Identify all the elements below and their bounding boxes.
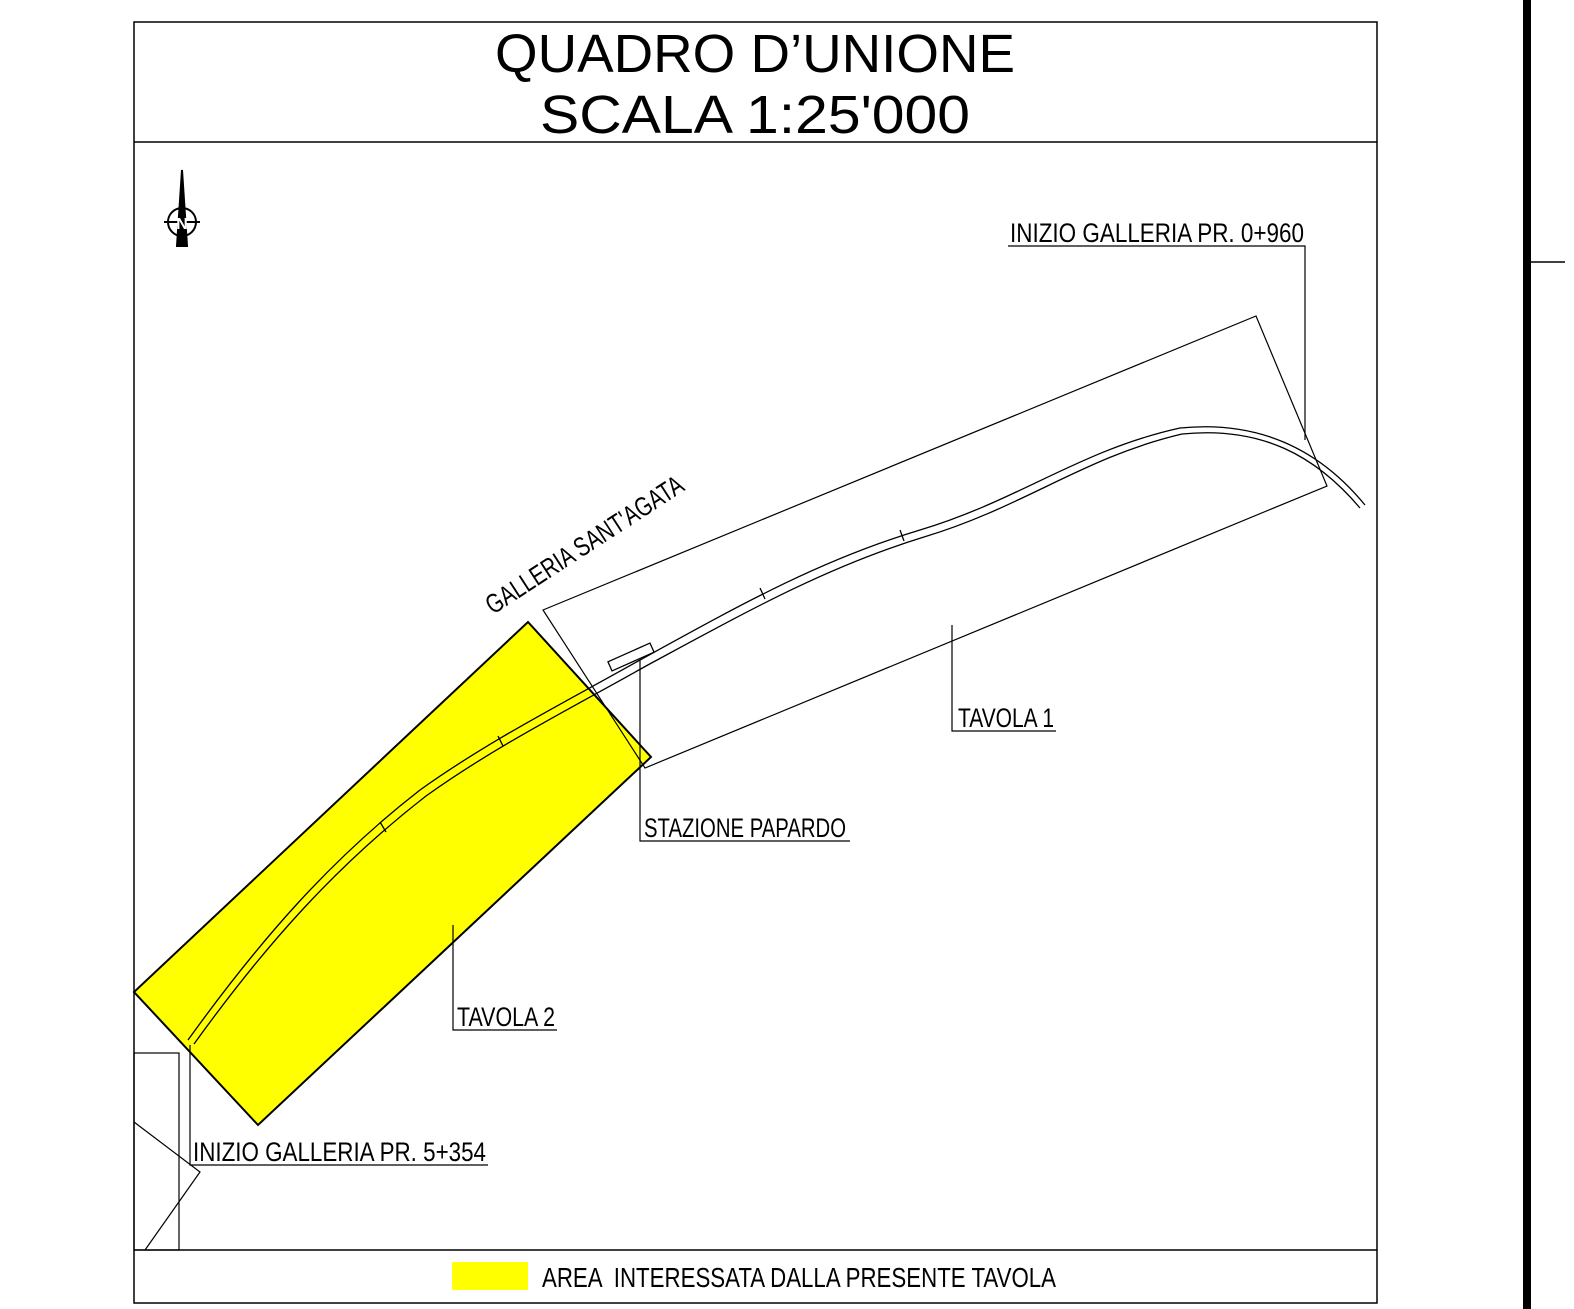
frame (133, 21, 1378, 1304)
north-arrow: N (164, 169, 200, 247)
legend-swatch (452, 1262, 528, 1290)
legend-text: AREA INTERESSATA DALLA PRESENTE TAVOLA (542, 1262, 1056, 1293)
sheet-2-area (132, 620, 653, 1127)
label: INIZIO GALLERIA PR. 0+960 (1010, 218, 1304, 248)
scale: SCALA 1:25'000 (540, 85, 970, 145)
leaders (133, 245, 1306, 1251)
label: TAVOLA 1 (958, 703, 1054, 733)
title: QUADRO D’UNIONE (495, 24, 1015, 84)
label: GALLERIA SANT'AGATA (480, 470, 689, 620)
label: INIZIO GALLERIA PR. 5+354 (193, 1137, 486, 1167)
label: STAZIONE PAPARDO (644, 813, 846, 843)
railway (187, 426, 1366, 1045)
svg-text:N: N (176, 216, 188, 233)
sheet-1-outline (542, 315, 1328, 769)
label: TAVOLA 2 (457, 1002, 555, 1032)
